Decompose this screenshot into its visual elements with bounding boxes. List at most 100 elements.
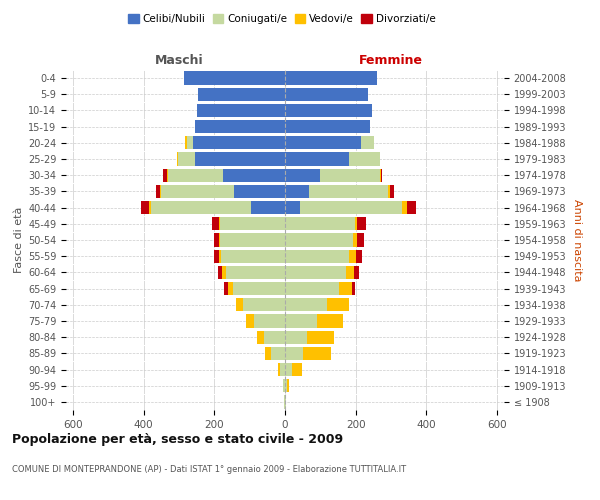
Bar [358, 234, 364, 246]
Legend: Celibi/Nubili, Coniugati/e, Vedovi/e, Divorziati/e: Celibi/Nubili, Coniugati/e, Vedovi/e, Di… [124, 10, 440, 29]
Bar [254, 314, 285, 328]
Bar [338, 282, 352, 295]
Text: COMUNE DI MONTEPRANDONE (AP) - Dati ISTAT 1° gennaio 2009 - Elaborazione TUTTITA: COMUNE DI MONTEPRANDONE (AP) - Dati ISTA… [12, 466, 406, 474]
Bar [199, 88, 285, 101]
Y-axis label: Fasce di età: Fasce di età [14, 207, 24, 273]
Bar [358, 217, 365, 230]
Bar [285, 346, 304, 360]
Bar [356, 250, 362, 263]
Bar [167, 168, 169, 182]
Bar [309, 185, 388, 198]
Bar [195, 152, 285, 166]
Bar [185, 136, 187, 149]
Bar [285, 136, 361, 149]
Bar [320, 168, 380, 182]
Bar [285, 379, 287, 392]
Bar [300, 201, 402, 214]
Bar [214, 234, 219, 246]
Bar [285, 314, 317, 328]
Bar [304, 346, 331, 360]
Bar [176, 152, 178, 166]
Bar [178, 152, 195, 166]
Bar [346, 266, 354, 279]
Bar [246, 314, 254, 328]
Bar [163, 168, 167, 182]
Bar [233, 282, 285, 295]
Bar [161, 185, 234, 198]
Bar [234, 185, 285, 198]
Bar [380, 168, 381, 182]
Bar [355, 217, 358, 230]
Bar [390, 185, 395, 198]
Bar [280, 363, 285, 376]
Bar [236, 298, 244, 312]
Bar [352, 282, 355, 295]
Bar [221, 250, 285, 263]
Bar [226, 266, 285, 279]
Bar [220, 234, 285, 246]
Bar [251, 201, 285, 214]
Bar [287, 379, 289, 392]
Bar [285, 266, 346, 279]
Bar [349, 250, 356, 263]
Bar [285, 168, 320, 182]
Bar [244, 298, 285, 312]
Bar [388, 185, 390, 198]
Bar [285, 185, 309, 198]
Bar [220, 217, 285, 230]
Bar [151, 201, 251, 214]
Bar [219, 234, 220, 246]
Bar [285, 234, 353, 246]
Bar [349, 152, 380, 166]
Bar [271, 346, 285, 360]
Bar [257, 330, 264, 344]
Bar [402, 201, 407, 214]
Bar [285, 330, 307, 344]
Bar [149, 201, 151, 214]
Bar [285, 120, 370, 134]
Bar [285, 88, 368, 101]
Bar [187, 136, 193, 149]
Bar [218, 266, 223, 279]
Bar [219, 250, 221, 263]
Bar [223, 266, 226, 279]
Bar [169, 168, 223, 182]
Y-axis label: Anni di nascita: Anni di nascita [572, 198, 582, 281]
Bar [353, 234, 358, 246]
Text: Popolazione per età, sesso e stato civile - 2009: Popolazione per età, sesso e stato civil… [12, 432, 343, 446]
Bar [265, 346, 271, 360]
Bar [184, 72, 285, 85]
Text: Maschi: Maschi [155, 54, 203, 67]
Bar [195, 120, 285, 134]
Text: Femmine: Femmine [359, 54, 423, 67]
Bar [381, 168, 382, 182]
Bar [361, 136, 374, 149]
Bar [160, 185, 161, 198]
Bar [193, 136, 285, 149]
Bar [285, 72, 377, 85]
Bar [317, 314, 343, 328]
Bar [285, 396, 286, 408]
Bar [284, 396, 285, 408]
Bar [292, 363, 302, 376]
Bar [285, 217, 355, 230]
Bar [285, 250, 349, 263]
Bar [285, 104, 371, 117]
Bar [285, 363, 292, 376]
Bar [285, 201, 300, 214]
Bar [283, 379, 285, 392]
Bar [278, 363, 280, 376]
Bar [219, 217, 220, 230]
Bar [354, 266, 359, 279]
Bar [285, 152, 349, 166]
Bar [212, 217, 219, 230]
Bar [326, 298, 349, 312]
Bar [285, 298, 326, 312]
Bar [264, 330, 285, 344]
Bar [157, 185, 160, 198]
Bar [307, 330, 334, 344]
Bar [224, 282, 228, 295]
Bar [407, 201, 416, 214]
Bar [141, 201, 149, 214]
Bar [228, 282, 233, 295]
